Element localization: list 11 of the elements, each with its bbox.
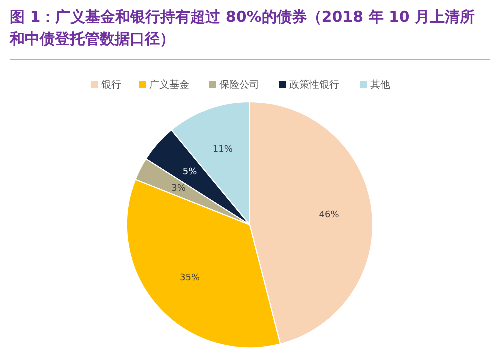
data-label: 46% [319,210,340,220]
data-label: 3% [172,184,186,194]
legend-label: 政策性银行 [290,79,340,91]
data-label: 11% [212,145,234,156]
legend-label: 保险公司 [220,79,260,91]
legend-label: 其他 [370,79,390,91]
data-label: 35% [180,273,200,284]
legend-label: 广义基金 [150,79,190,91]
legend-label: 银行 [100,80,122,91]
chart-title: 图 1：广义基金和银行持有超过 80%的债券（2018 年 10 月上清所和中债登托管数据口径） [9,8,476,48]
data-label: 5% [182,168,198,178]
